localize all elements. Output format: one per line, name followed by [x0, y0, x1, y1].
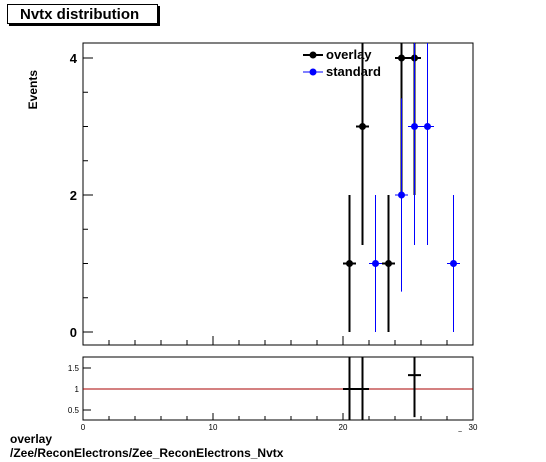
standard-point [372, 260, 379, 267]
x-tick-label: 20 [339, 423, 348, 432]
legend-standard-marker [309, 68, 317, 76]
main-data-points [343, 43, 460, 332]
y-tick-label: 0 [70, 325, 77, 340]
legend-overlay-label: overlay [326, 47, 372, 62]
main-x-axis-ticks [82, 336, 474, 345]
overlay-point [398, 54, 405, 62]
legend: overlay standard [303, 47, 381, 79]
footer-line-2: /Zee/ReconElectrons/Zee_ReconElectrons_N… [10, 446, 284, 460]
x-tick-label: 10 [209, 423, 218, 432]
y-axis-label: Events [26, 70, 40, 110]
overlay-point [385, 260, 392, 267]
legend-standard-label: standard [326, 64, 381, 79]
footer-line-1: overlay [10, 432, 53, 446]
chart-title: Nvtx distribution [20, 6, 140, 23]
x-axis-exponent-glyph: ~ [458, 429, 462, 436]
overlay-point [346, 260, 353, 267]
standard-point [450, 260, 457, 267]
y-tick-label: 2 [70, 188, 77, 203]
x-tick-label: 0 [81, 423, 86, 432]
y-tick-label: 4 [70, 51, 78, 66]
legend-overlay-marker [309, 51, 317, 59]
ratio-data-points [343, 357, 421, 420]
main-frame [82, 42, 474, 346]
ratio-y-tick-label: 1 [75, 385, 80, 394]
standard-point [398, 191, 405, 199]
chart-title-box: Nvtx distribution [7, 4, 158, 24]
ratio-y-tick-label: 1.5 [68, 364, 80, 373]
standard-point [424, 123, 431, 130]
ratio-x-axis-ticks: 0 10 20 30 [81, 413, 478, 432]
standard-point [411, 123, 418, 130]
ratio-y-tick-label: 0.5 [68, 406, 80, 415]
x-tick-label: 30 [469, 423, 478, 432]
main-y-axis-ticks: 0 2 4 [70, 51, 93, 340]
overlay-point [359, 123, 366, 130]
